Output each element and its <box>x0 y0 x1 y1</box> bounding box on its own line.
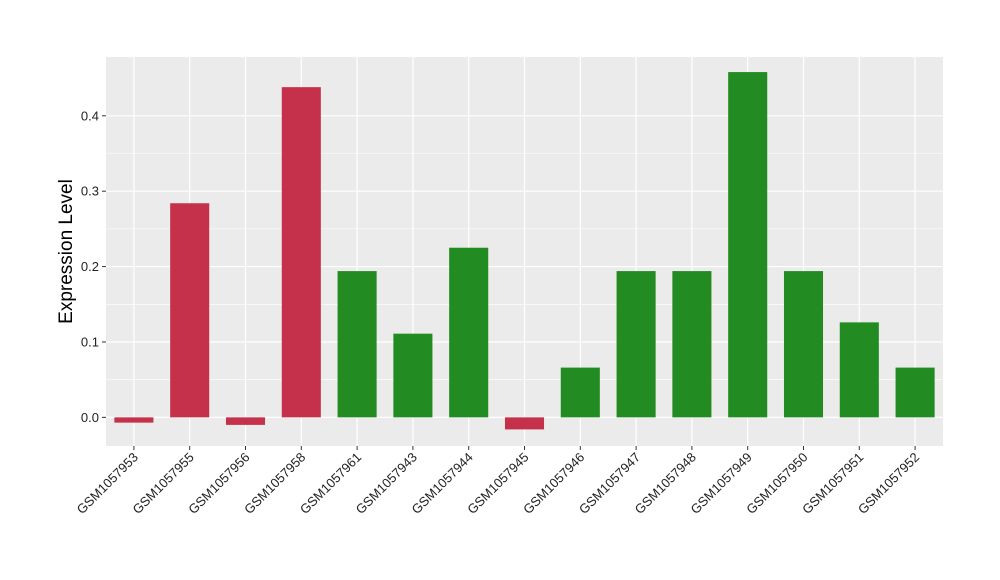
bar-gsm1057961 <box>337 271 377 418</box>
bar-gsm1057943 <box>393 333 433 418</box>
y-tick-label: 0.4 <box>81 108 99 123</box>
y-axis: 0.0 0.1 0.2 0.3 0.4 <box>81 108 106 425</box>
bar-gsm1057947 <box>616 271 656 418</box>
bar-gsm1057953 <box>114 417 154 423</box>
bar-gsm1057944 <box>449 247 489 418</box>
bar-gsm1057956 <box>225 417 266 425</box>
bar-gsm1057948 <box>672 271 712 418</box>
y-tick-label: 0.0 <box>81 410 99 425</box>
bar-gsm1057949 <box>728 72 768 418</box>
y-axis-title: Expression Level <box>56 179 77 324</box>
y-tick-label: 0.2 <box>81 259 99 274</box>
bar-gsm1057958 <box>281 87 321 418</box>
x-axis: GSM1057953GSM1057955GSM1057956GSM1057958… <box>74 446 922 517</box>
y-tick-label: 0.1 <box>81 334 99 349</box>
y-tick-label: 0.3 <box>81 184 99 199</box>
bar-gsm1057946 <box>560 367 600 418</box>
bar-gsm1057955 <box>170 203 210 418</box>
bar-gsm1057952 <box>895 367 935 418</box>
bar-gsm1057945 <box>504 417 545 430</box>
bar-gsm1057950 <box>783 271 824 418</box>
bar-gsm1057951 <box>839 322 879 418</box>
bars <box>114 72 935 430</box>
